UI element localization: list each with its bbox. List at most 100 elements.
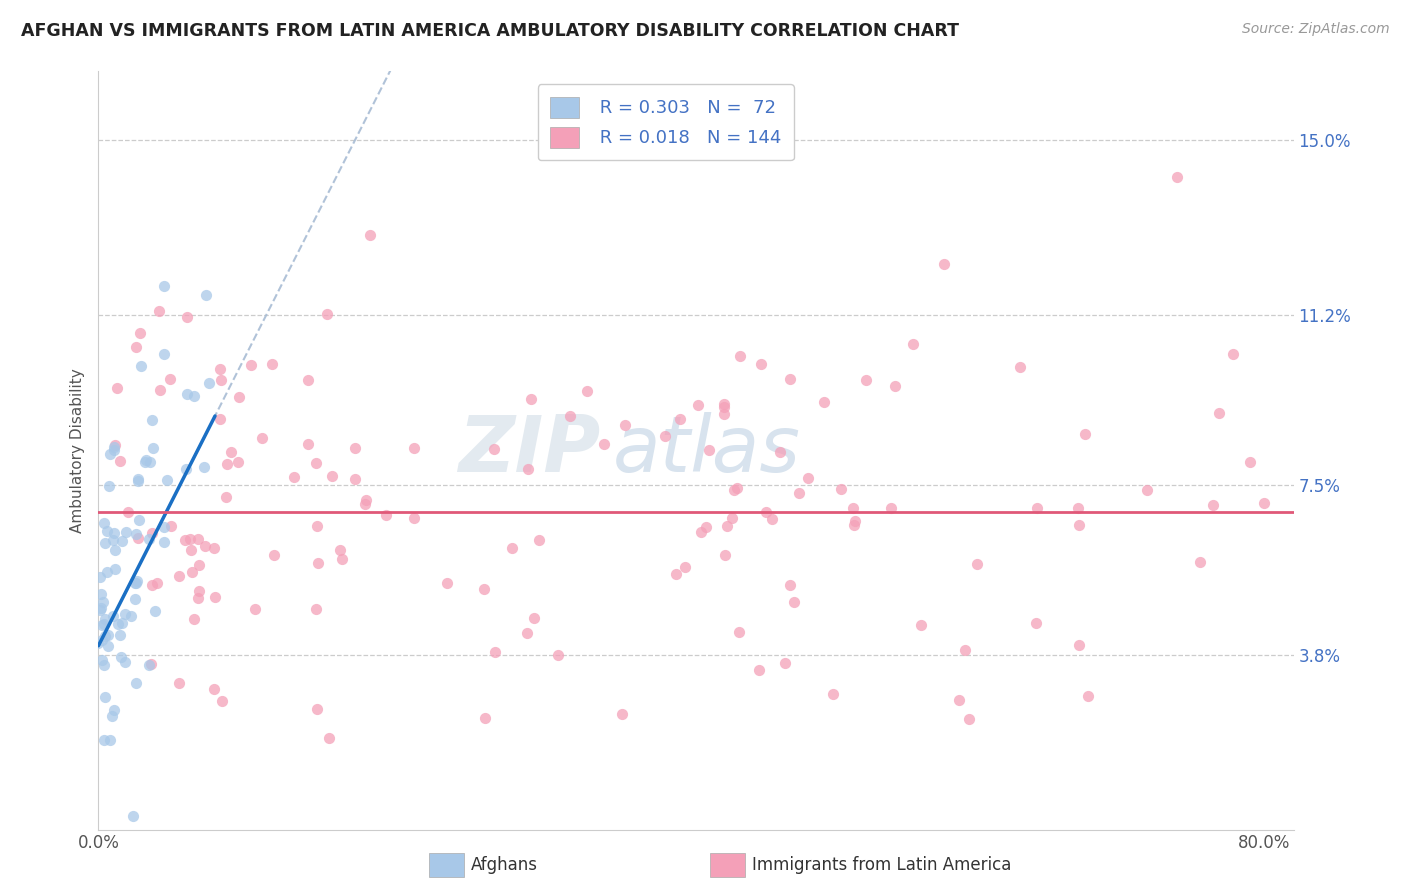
Point	[910, 618, 932, 632]
Point	[728, 349, 751, 363]
Point	[217, 457, 239, 471]
Point	[749, 357, 772, 371]
Point	[167, 675, 190, 690]
Point	[474, 711, 496, 725]
Point	[307, 702, 329, 716]
Point	[855, 373, 877, 387]
Point	[90, 600, 112, 615]
Point	[482, 442, 505, 456]
Point	[91, 594, 114, 608]
Point	[353, 497, 375, 511]
Point	[91, 632, 114, 647]
Point	[97, 478, 120, 492]
Point	[139, 455, 162, 469]
Point	[721, 511, 744, 525]
Point	[769, 445, 792, 459]
Point	[1253, 496, 1275, 510]
Point	[484, 645, 506, 659]
Point	[673, 560, 696, 574]
Point	[188, 558, 211, 572]
Point	[174, 462, 197, 476]
Point	[669, 412, 692, 426]
Point	[654, 428, 676, 442]
Point	[87, 636, 110, 650]
Point	[1166, 169, 1188, 184]
Point	[226, 455, 249, 469]
Point	[141, 413, 163, 427]
Text: Source: ZipAtlas.com: Source: ZipAtlas.com	[1241, 22, 1389, 37]
Point	[329, 542, 352, 557]
Point	[93, 690, 115, 705]
Point	[96, 524, 118, 539]
Point	[108, 628, 131, 642]
Point	[103, 702, 125, 716]
Point	[117, 505, 139, 519]
Point	[723, 483, 745, 498]
Point	[283, 470, 305, 484]
Point	[124, 576, 146, 591]
Point	[96, 565, 118, 579]
Point	[121, 809, 143, 823]
Point	[787, 486, 810, 500]
Point	[138, 532, 160, 546]
Point	[219, 445, 242, 459]
Point	[134, 455, 156, 469]
Point	[359, 228, 381, 243]
Point	[783, 595, 806, 609]
Point	[844, 514, 866, 528]
Point	[202, 541, 225, 555]
Point	[120, 609, 142, 624]
Point	[89, 603, 111, 617]
Point	[105, 381, 128, 395]
Point	[176, 310, 198, 324]
Point	[1208, 406, 1230, 420]
Point	[263, 548, 285, 562]
Point	[152, 535, 174, 549]
Point	[90, 653, 112, 667]
Point	[297, 437, 319, 451]
Point	[198, 376, 221, 390]
Text: Afghans: Afghans	[471, 856, 538, 874]
Point	[665, 567, 688, 582]
Point	[813, 394, 835, 409]
Point	[842, 517, 865, 532]
Point	[1202, 498, 1225, 512]
Point	[779, 372, 801, 386]
Point	[183, 389, 205, 403]
Point	[209, 373, 232, 387]
Point	[779, 578, 801, 592]
Point	[104, 437, 127, 451]
Point	[823, 687, 845, 701]
Point	[153, 347, 176, 361]
Point	[1067, 501, 1090, 516]
Point	[179, 533, 201, 547]
Point	[103, 609, 125, 624]
Point	[690, 525, 713, 540]
Point	[125, 576, 148, 591]
FancyBboxPatch shape	[429, 853, 464, 878]
Point	[713, 400, 735, 414]
Point	[181, 565, 204, 579]
Point	[153, 520, 176, 534]
Point	[129, 359, 152, 373]
Point	[94, 536, 117, 550]
Point	[966, 557, 988, 571]
Point	[307, 556, 329, 570]
Point	[103, 443, 125, 458]
Point	[773, 657, 796, 671]
Point	[957, 712, 980, 726]
Point	[250, 431, 273, 445]
Point	[93, 617, 115, 632]
Point	[1222, 347, 1244, 361]
Point	[104, 543, 127, 558]
Point	[356, 492, 378, 507]
Point	[169, 568, 191, 582]
Point	[695, 520, 717, 534]
Point	[948, 692, 970, 706]
Point	[1025, 616, 1047, 631]
Point	[152, 279, 174, 293]
Point	[436, 575, 458, 590]
Point	[103, 526, 125, 541]
Point	[187, 532, 209, 546]
Text: atlas: atlas	[613, 412, 800, 489]
